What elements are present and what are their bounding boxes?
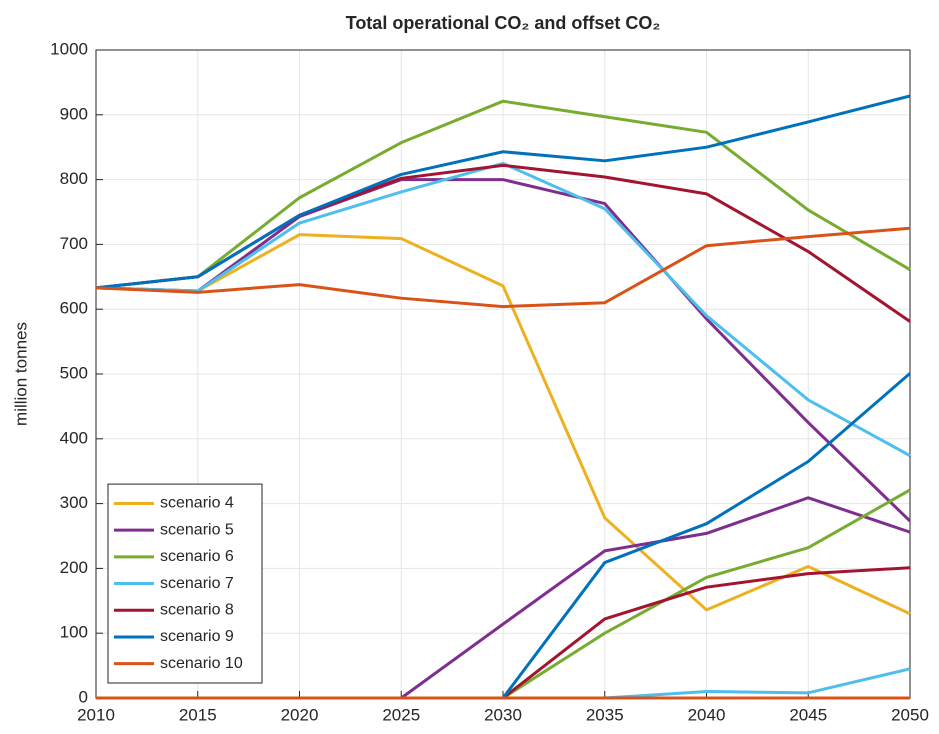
x-tick-label: 2020 bbox=[281, 705, 319, 724]
y-tick-label: 1000 bbox=[50, 39, 88, 58]
y-tick-label: 700 bbox=[60, 234, 88, 253]
y-tick-label: 800 bbox=[60, 169, 88, 188]
legend-label: scenario 9 bbox=[160, 628, 234, 645]
series-line bbox=[95, 94, 911, 290]
y-tick-label: 200 bbox=[60, 558, 88, 577]
legend-label: scenario 8 bbox=[160, 601, 234, 618]
x-tick-label: 2030 bbox=[484, 705, 522, 724]
y-tick-label: 400 bbox=[60, 428, 88, 447]
legend: scenario 4 scenario 5 scenario 6 scenario 7… bbox=[107, 483, 263, 684]
series-line bbox=[95, 161, 911, 457]
series-line bbox=[95, 99, 911, 290]
legend-label: scenario 10 bbox=[160, 655, 243, 672]
y-axis-label: million tonnes bbox=[11, 322, 30, 426]
series-line bbox=[95, 178, 912, 523]
series-line bbox=[95, 233, 911, 616]
x-tick-label: 2015 bbox=[179, 705, 217, 724]
x-tick-label: 2025 bbox=[382, 705, 420, 724]
legend-label: scenario 7 bbox=[160, 575, 234, 592]
y-tick-label: 600 bbox=[60, 299, 88, 318]
y-tick-label: 0 bbox=[79, 687, 88, 706]
y-tick-label: 100 bbox=[60, 623, 88, 642]
series-line bbox=[95, 226, 911, 309]
x-tick-label: 2050 bbox=[891, 705, 929, 724]
legend-label: scenario 4 bbox=[160, 495, 234, 512]
x-tick-label: 2010 bbox=[77, 705, 115, 724]
chart-title: Total operational CO₂ and offset CO₂ bbox=[346, 13, 661, 33]
legend-label: scenario 5 bbox=[160, 521, 234, 538]
y-tick-label: 300 bbox=[60, 493, 88, 512]
y-tick-label: 900 bbox=[60, 104, 88, 123]
x-tick-label: 2035 bbox=[586, 705, 624, 724]
x-tick-label: 2040 bbox=[688, 705, 726, 724]
legend-label: scenario 6 bbox=[160, 548, 234, 565]
x-tick-label: 2045 bbox=[789, 705, 827, 724]
y-tick-label: 500 bbox=[60, 363, 88, 382]
